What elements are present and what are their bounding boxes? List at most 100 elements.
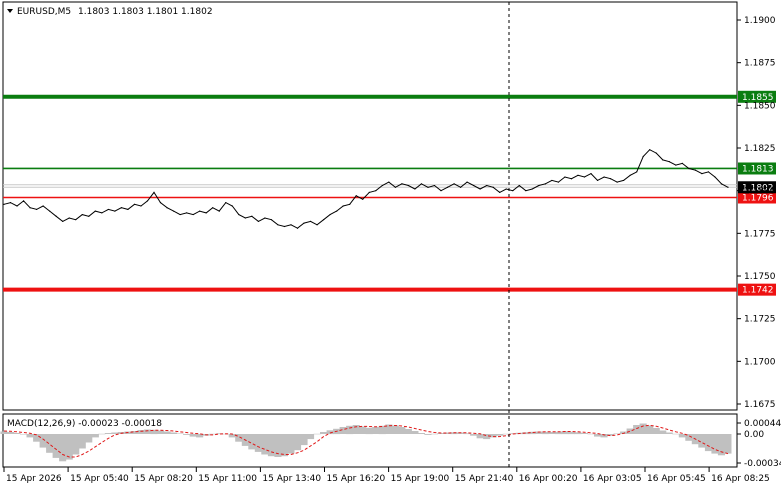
price-point: [544, 183, 546, 185]
macd-histogram-bar: [0, 431, 8, 434]
macd-histogram-bar: [633, 425, 641, 434]
price-point: [570, 178, 573, 180]
macd-histogram-bar: [85, 434, 93, 443]
level-price-tag: [738, 162, 776, 175]
price-point: [166, 207, 168, 209]
price-point: [186, 212, 188, 214]
macd-histogram-bar: [417, 433, 425, 434]
macd-histogram-bar: [704, 434, 712, 452]
price-point: [675, 164, 677, 166]
price-point: [225, 202, 227, 204]
price-point: [596, 179, 599, 182]
macd-panel-frame: [2, 413, 738, 468]
level-price-tag: [738, 283, 776, 296]
price-point: [701, 173, 703, 175]
price-point: [251, 215, 253, 217]
macd-histogram-bar: [157, 430, 165, 434]
price-series-line: [3, 149, 729, 229]
price-point: [714, 176, 716, 178]
macd-histogram-bar: [678, 434, 686, 438]
macd-histogram-bar: [339, 427, 347, 434]
price-point: [336, 210, 338, 212]
level-price-tag: [738, 90, 776, 103]
macd-histogram-bar: [430, 433, 438, 435]
y-axis-tick-label: 1.1675: [744, 400, 776, 410]
price-point: [538, 184, 540, 187]
macd-histogram-bar: [307, 434, 315, 440]
macd-histogram-bar: [541, 431, 549, 435]
price-point: [329, 213, 331, 216]
macd-histogram-bar: [652, 428, 660, 434]
macd-histogram-bar: [228, 434, 236, 438]
dropdown-triangle-icon[interactable]: [7, 9, 13, 13]
level-price-tag: [738, 191, 776, 204]
macd-histogram-bar: [176, 433, 184, 434]
price-point: [453, 183, 455, 185]
macd-histogram-bar: [111, 432, 119, 434]
price-point: [238, 213, 240, 216]
macd-histogram-bar: [294, 434, 302, 451]
price-point: [22, 200, 25, 202]
macd-histogram-bar: [620, 431, 628, 434]
macd-histogram-bar: [280, 434, 288, 457]
price-point: [629, 174, 631, 176]
price-point: [36, 208, 38, 211]
price-point: [270, 219, 273, 221]
price-point: [636, 171, 638, 173]
macd-histogram-bar: [424, 434, 432, 435]
price-point: [668, 161, 670, 163]
macd-histogram-bar: [65, 434, 73, 460]
x-axis-tick-label: 16 Apr 08:25: [711, 474, 770, 484]
macd-histogram-bar: [104, 433, 112, 434]
macd-histogram-bar: [372, 427, 380, 434]
macd-histogram-bar: [574, 432, 582, 435]
price-point: [518, 184, 520, 187]
price-point: [296, 227, 299, 229]
price-point: [381, 184, 383, 187]
price-point: [681, 162, 683, 164]
price-point: [283, 225, 286, 228]
price-point: [179, 213, 181, 216]
x-axis-tick-label: 15 Apr 11:00: [198, 474, 257, 484]
y-axis-tick-label: 1.1875: [744, 59, 776, 69]
price-point: [473, 184, 475, 187]
x-axis-tick-label: 15 Apr 21:40: [455, 474, 514, 484]
macd-histogram-bar: [326, 430, 334, 435]
macd-histogram-bar: [463, 433, 471, 435]
price-point: [407, 184, 409, 187]
x-axis-tick-label: 16 Apr 00:20: [519, 474, 578, 484]
price-point: [29, 207, 31, 209]
macd-histogram-bar: [359, 426, 367, 434]
price-point: [642, 155, 644, 158]
price-point: [290, 224, 292, 226]
price-point: [140, 205, 142, 207]
level-price-label: 1.1742: [742, 286, 774, 296]
price-point: [49, 210, 51, 212]
macd-histogram-bar: [235, 434, 243, 442]
price-point: [583, 176, 586, 178]
price-point: [342, 205, 344, 207]
price-point: [727, 186, 729, 188]
macd-histogram-bar: [46, 434, 54, 453]
macd-histogram-bar: [411, 431, 419, 434]
price-point: [609, 178, 612, 180]
macd-histogram-bar: [404, 429, 412, 434]
macd-histogram-bar: [522, 432, 530, 435]
macd-histogram-bar: [91, 434, 99, 438]
macd-histogram-bar: [502, 433, 510, 435]
price-point: [368, 191, 370, 193]
macd-histogram-bar: [698, 434, 706, 448]
macd-histogram-bar: [548, 432, 556, 434]
price-point: [9, 202, 12, 204]
macd-histogram-bar: [346, 425, 354, 435]
y-axis-tick-label: 1.1825: [744, 144, 776, 154]
price-point: [433, 184, 436, 187]
price-point: [303, 222, 305, 224]
x-axis-tick-label: 15 Apr 13:40: [262, 474, 321, 484]
macd-histogram-bar: [137, 430, 145, 434]
macd-histogram-bar: [274, 434, 282, 457]
price-point: [486, 184, 488, 187]
macd-signal-line: [3, 424, 729, 458]
